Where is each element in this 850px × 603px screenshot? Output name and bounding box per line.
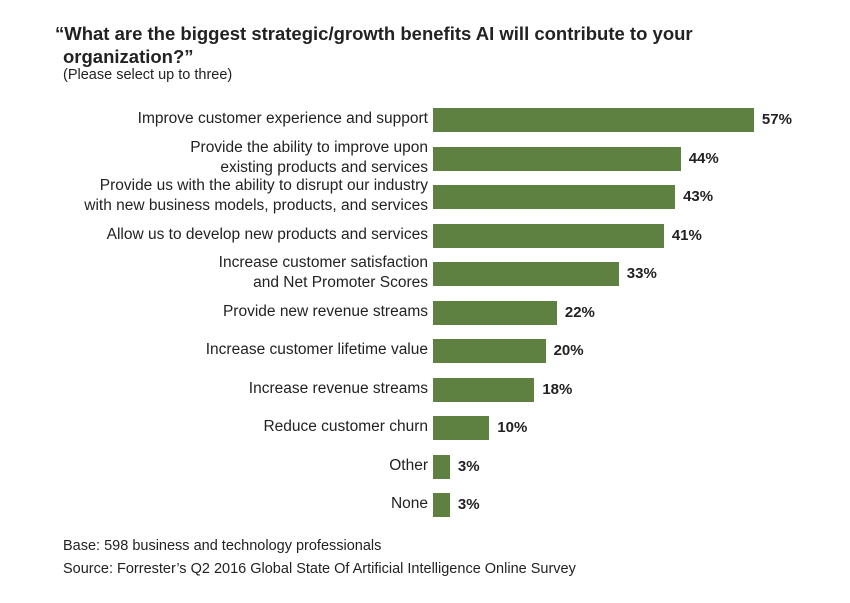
category-label: None	[390, 495, 428, 512]
value-label: 22%	[564, 303, 595, 321]
bar	[433, 262, 619, 286]
category-label: Provide the ability to improve upon exis…	[190, 138, 428, 176]
chart-title: “What are the biggest strategic/growth b…	[55, 23, 693, 67]
category-label: Reduce customer churn	[263, 418, 428, 435]
bar	[433, 416, 490, 440]
bar	[433, 493, 450, 517]
chart-subtitle: (Please select up to three)	[63, 67, 233, 83]
bar	[433, 377, 535, 402]
value-label: 10%	[497, 419, 528, 436]
category-label: Increase customer lifetime value	[205, 341, 428, 358]
bar	[433, 300, 557, 325]
bar	[433, 454, 450, 479]
category-label: Other	[389, 456, 428, 474]
value-label: 18%	[542, 380, 573, 398]
bar	[433, 185, 676, 209]
category-label: Allow us to develop new products and ser…	[106, 225, 428, 243]
value-label: 3%	[457, 496, 480, 513]
bar	[433, 223, 664, 248]
category-label: Increase revenue streams	[248, 379, 428, 397]
bar	[433, 339, 546, 363]
value-label: 57%	[761, 111, 792, 128]
category-label: Provide us with the ability to disrupt o…	[84, 177, 428, 214]
category-label: Increase customer satisfaction and Net P…	[218, 254, 428, 291]
value-label: 20%	[553, 342, 584, 359]
value-label: 3%	[457, 457, 480, 475]
value-label: 41%	[671, 226, 702, 244]
bar	[433, 146, 681, 171]
value-label: 44%	[688, 149, 719, 167]
category-label: Provide new revenue streams	[222, 302, 428, 320]
value-label: 43%	[683, 188, 714, 205]
source-note: Source: Forrester’s Q2 2016 Global State…	[63, 561, 576, 577]
category-label: Improve customer experience and support	[137, 110, 428, 127]
bar	[433, 108, 754, 132]
value-label: 33%	[626, 265, 657, 282]
base-note: Base: 598 business and technology profes…	[63, 538, 382, 554]
